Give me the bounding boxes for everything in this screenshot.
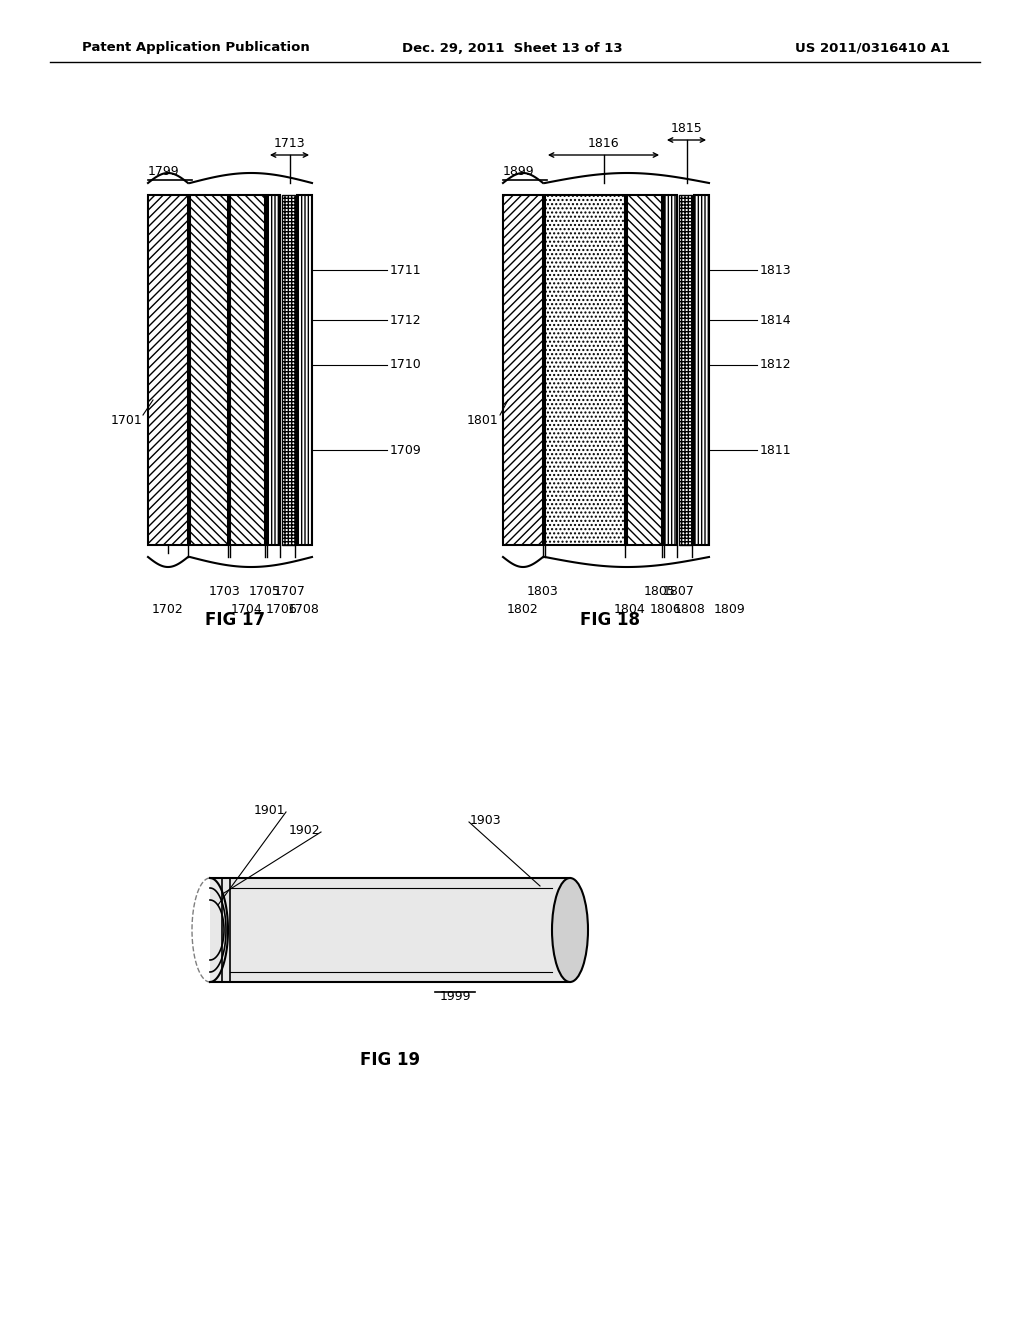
Text: 1999: 1999 <box>439 990 471 1003</box>
Text: 1703: 1703 <box>209 585 241 598</box>
Text: 1812: 1812 <box>760 359 792 371</box>
Text: 1807: 1807 <box>664 585 695 598</box>
Text: FIG 17: FIG 17 <box>205 611 265 630</box>
Text: 1901: 1901 <box>253 804 285 817</box>
Text: 1815: 1815 <box>671 121 702 135</box>
Text: 1705: 1705 <box>249 585 281 598</box>
Text: 1803: 1803 <box>527 585 559 598</box>
Text: 1811: 1811 <box>760 444 792 457</box>
Bar <box>190 195 228 545</box>
Text: 1708: 1708 <box>288 603 319 616</box>
Bar <box>503 195 543 545</box>
Bar <box>694 195 709 545</box>
Text: US 2011/0316410 A1: US 2011/0316410 A1 <box>795 41 950 54</box>
Text: 1799: 1799 <box>148 165 179 178</box>
Text: Dec. 29, 2011  Sheet 13 of 13: Dec. 29, 2011 Sheet 13 of 13 <box>401 41 623 54</box>
Text: 1805: 1805 <box>644 585 676 598</box>
Text: 1801: 1801 <box>466 413 498 426</box>
Text: 1902: 1902 <box>289 824 319 837</box>
Bar <box>297 195 312 545</box>
Text: FIG 19: FIG 19 <box>360 1051 420 1069</box>
Bar <box>230 195 265 545</box>
Text: 1816: 1816 <box>588 137 620 150</box>
Text: 1707: 1707 <box>274 585 306 598</box>
Text: Patent Application Publication: Patent Application Publication <box>82 41 309 54</box>
Bar <box>664 195 677 545</box>
Text: 1711: 1711 <box>390 264 422 276</box>
Bar <box>627 195 662 545</box>
Text: FIG 18: FIG 18 <box>580 611 640 630</box>
Text: 1813: 1813 <box>760 264 792 276</box>
Text: 1701: 1701 <box>111 413 142 426</box>
Text: 1704: 1704 <box>231 603 263 616</box>
Bar <box>267 195 280 545</box>
Text: 1713: 1713 <box>273 137 305 150</box>
Text: 1903: 1903 <box>470 813 502 826</box>
Bar <box>679 195 692 545</box>
Text: 1899: 1899 <box>503 165 535 178</box>
Text: 1712: 1712 <box>390 314 422 326</box>
Ellipse shape <box>552 878 588 982</box>
Text: 1710: 1710 <box>390 359 422 371</box>
Bar <box>282 195 295 545</box>
Text: 1702: 1702 <box>153 603 184 616</box>
Text: 1802: 1802 <box>507 603 539 616</box>
Bar <box>148 195 188 545</box>
Text: 1814: 1814 <box>760 314 792 326</box>
Text: 1709: 1709 <box>390 444 422 457</box>
Bar <box>210 878 570 982</box>
Text: 1809: 1809 <box>714 603 745 616</box>
Text: 1804: 1804 <box>614 603 646 616</box>
Text: 1806: 1806 <box>650 603 682 616</box>
Text: 1706: 1706 <box>266 603 298 616</box>
Text: 1808: 1808 <box>674 603 706 616</box>
Bar <box>545 195 625 545</box>
